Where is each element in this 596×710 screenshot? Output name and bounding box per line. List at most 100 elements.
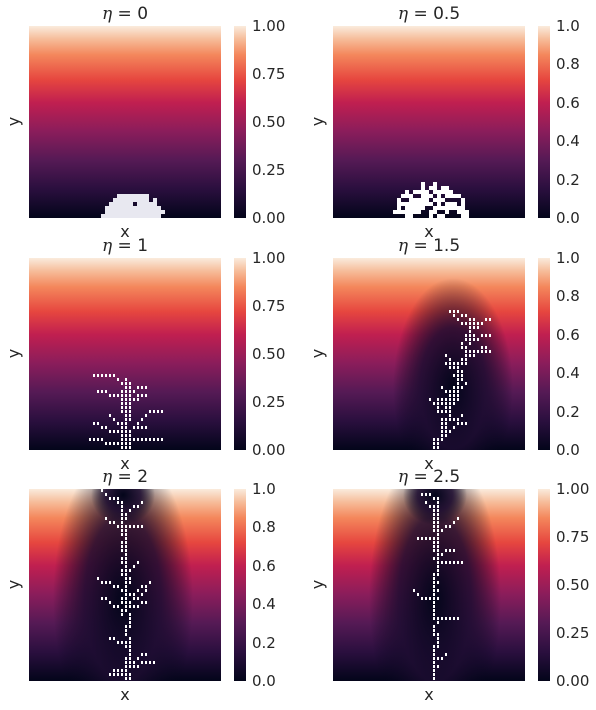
cluster-cell [469, 318, 471, 321]
colorbar-tick-label: 0.8 [252, 518, 276, 537]
cluster-cell [125, 390, 127, 393]
cluster-cell [129, 665, 131, 668]
y-axis-label: y [308, 116, 328, 127]
cluster-cell [449, 549, 451, 552]
cluster-cell [125, 625, 127, 628]
cluster-cell [437, 517, 439, 520]
cluster-cell [121, 214, 125, 218]
cluster-cell [121, 390, 123, 393]
cluster-cell [457, 422, 459, 425]
cluster-cell [417, 190, 421, 194]
cluster-cell [473, 322, 475, 325]
cluster-cell [457, 210, 461, 214]
colorbar-tick-label: 0.4 [556, 364, 580, 383]
cluster-cell [105, 597, 107, 600]
cluster-cell [461, 198, 465, 202]
cluster-cell [137, 426, 139, 429]
cluster-cell [125, 382, 127, 385]
cluster-cell [141, 501, 143, 504]
cluster-cell [445, 653, 447, 656]
cluster-cell [125, 633, 127, 636]
cluster-cell [125, 513, 127, 516]
cluster-cell [125, 406, 127, 409]
cluster-cell [445, 410, 447, 413]
cluster-cell [141, 394, 143, 397]
cluster-cell [429, 214, 433, 218]
heatmap-image [333, 258, 525, 450]
cluster-cell [97, 374, 99, 377]
cluster-cell [121, 509, 123, 512]
cluster-cell [117, 669, 119, 672]
cluster-cell [437, 202, 441, 206]
cluster-cell [489, 350, 491, 353]
cluster-cell [437, 509, 439, 512]
cluster-cell [141, 202, 145, 206]
cluster-cell [433, 210, 437, 214]
cluster-cell [437, 398, 439, 401]
cluster-cell [437, 565, 439, 568]
cluster-cell [137, 210, 141, 214]
cluster-cell [145, 589, 147, 592]
cluster-cell [105, 426, 107, 429]
cluster-cell [129, 434, 131, 437]
cluster-cell [121, 669, 123, 672]
cluster-cell [121, 198, 125, 202]
cluster-cell [129, 617, 131, 620]
cluster-cell [93, 438, 95, 441]
cluster-cell [129, 198, 133, 202]
cluster-cell [109, 210, 113, 214]
cluster-cell [469, 342, 471, 345]
cluster-cell [461, 314, 463, 317]
cluster-cell [433, 669, 435, 672]
cluster-cell [113, 673, 115, 676]
cluster-cell [105, 206, 109, 210]
cluster-cell [421, 202, 425, 206]
cluster-cell [449, 358, 451, 361]
cluster-cell [449, 561, 451, 564]
cluster-cell [121, 601, 123, 604]
cluster-cell [109, 521, 111, 524]
colorbar [538, 26, 550, 218]
cluster-cell [125, 673, 127, 676]
cluster-cell [101, 438, 103, 441]
cluster-cell [433, 625, 435, 628]
cluster-cell [129, 438, 131, 441]
cluster-cell [153, 202, 157, 206]
cluster-cell [437, 501, 439, 504]
cluster-cell [449, 525, 451, 528]
heatmap-svg [29, 489, 221, 681]
cluster-cell [437, 525, 439, 528]
colorbar-tick-label: 1.0 [556, 17, 580, 35]
cluster-cell [117, 210, 121, 214]
cluster-cell [405, 210, 409, 214]
cluster-cell [105, 210, 109, 214]
cluster-cell [413, 198, 417, 202]
cluster-cell [401, 210, 405, 214]
cluster-cell [421, 597, 423, 600]
cluster-cell [477, 326, 479, 329]
cluster-cell [453, 402, 455, 405]
cluster-cell [405, 206, 409, 210]
cluster-cell [149, 206, 153, 210]
cluster-cell [121, 382, 123, 385]
cluster-cell [129, 390, 131, 393]
cluster-cell [121, 406, 123, 409]
colorbar-tick-label: 0.50 [252, 113, 286, 131]
cluster-cell [421, 206, 425, 210]
cluster-cell [457, 386, 459, 389]
cluster-cell [121, 521, 123, 524]
cluster-cell [129, 210, 133, 214]
cluster-cell [473, 326, 475, 329]
cluster-cell [441, 206, 445, 210]
cluster-cell [121, 597, 123, 600]
colorbar-tick-label: 0.00 [556, 672, 590, 690]
cluster-cell [117, 422, 119, 425]
cluster-cell [453, 549, 455, 552]
cluster-cell [113, 394, 115, 397]
cluster-cell [141, 525, 143, 528]
cluster-cell [141, 653, 143, 656]
panel-title: η = 0.5 [333, 4, 525, 24]
cluster-cell [125, 194, 129, 198]
cluster-cell [121, 422, 123, 425]
cluster-cell [121, 501, 123, 504]
